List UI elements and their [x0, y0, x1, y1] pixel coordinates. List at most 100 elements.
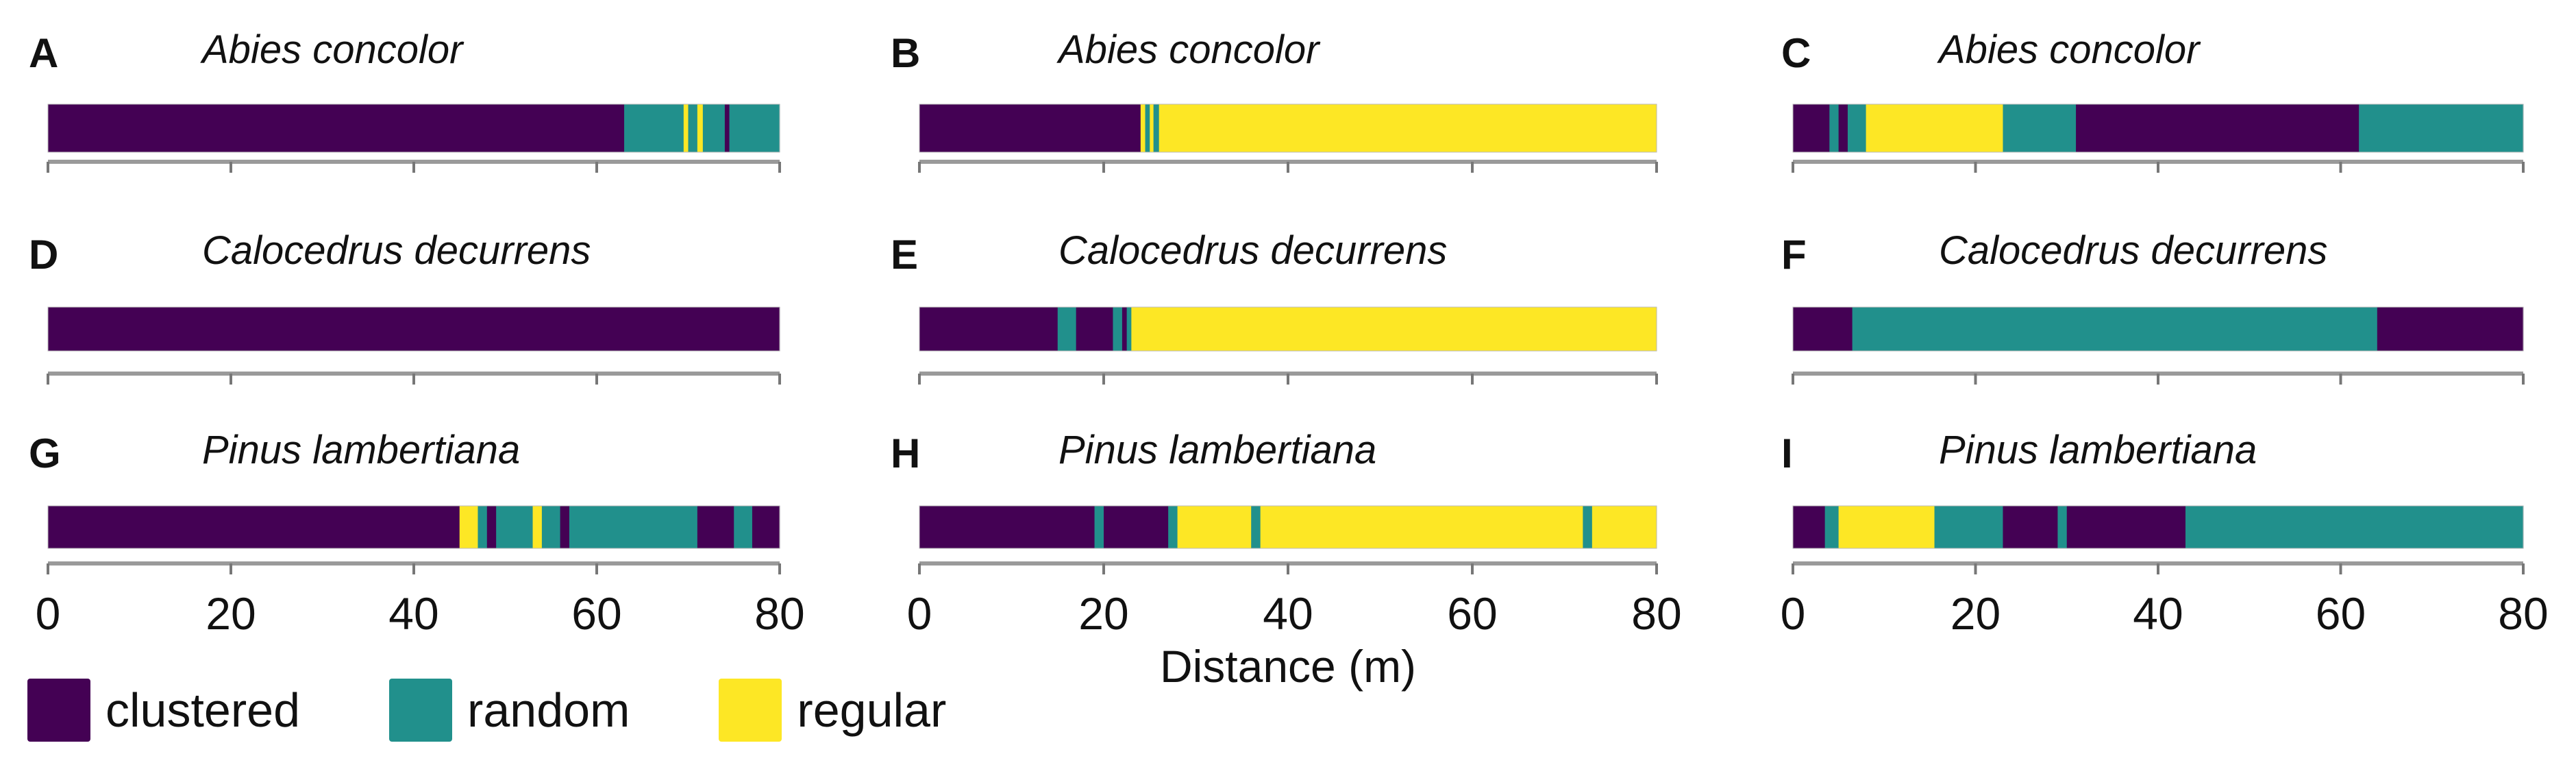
tick-label-g-3: 60	[571, 588, 621, 639]
bar-outline-b	[919, 104, 1657, 153]
bar-segment-a-2	[628, 104, 684, 152]
panel-title-c: Abies concolor	[1937, 27, 2201, 72]
bar-segment-i-5	[2057, 506, 2068, 548]
bar-segment-d-0	[48, 307, 780, 351]
bar-segment-g-3	[486, 506, 497, 548]
tick-label-i-1: 20	[1950, 588, 2001, 639]
panel-label-a: A	[29, 30, 58, 76]
bar-segment-a-0	[48, 104, 625, 152]
bar-segment-i-2	[1838, 506, 1935, 548]
bar-segment-c-4	[1866, 104, 2004, 152]
bar-outline-c	[1792, 104, 2524, 153]
legend-item-regular: regular	[719, 679, 946, 742]
bar-segment-h-0	[919, 506, 1095, 548]
bar-segment-c-3	[1847, 104, 1867, 152]
legend-label-regular: regular	[797, 683, 947, 737]
bar-segment-f-0	[1793, 307, 1853, 351]
legend-swatch-regular	[719, 679, 782, 742]
bar-segment-f-1	[1852, 307, 2378, 351]
bar-segment-c-0	[1793, 104, 1830, 152]
x-axis-label: Distance (m)	[1160, 641, 1416, 692]
bar-segment-b-2	[1145, 104, 1150, 152]
bar-segment-a-4	[688, 104, 698, 152]
bar-segment-g-7	[560, 506, 570, 548]
legend-item-random: random	[389, 679, 630, 742]
legend-label-random: random	[467, 683, 630, 737]
bar-outline-d	[47, 306, 780, 352]
bar-segment-g-5	[532, 506, 543, 548]
legend: clustered random regular	[27, 679, 1035, 742]
tick-label-h-3: 60	[1447, 588, 1497, 639]
legend-swatch-random	[389, 679, 453, 742]
panel-label-e: E	[891, 232, 918, 278]
tick-label-h-4: 80	[1631, 588, 1681, 639]
bar-segment-g-11	[752, 506, 780, 548]
bar-segment-e-5	[1126, 307, 1132, 351]
bar-segment-g-10	[734, 506, 753, 548]
bar-segment-b-1	[1140, 104, 1146, 152]
legend-item-clustered: clustered	[27, 679, 300, 742]
bar-segment-c-7	[2359, 104, 2524, 152]
bar-segment-e-0	[919, 307, 1058, 351]
tick-label-g-2: 40	[388, 588, 438, 639]
bar-segment-e-1	[1057, 307, 1077, 351]
bar-segment-h-7	[1583, 506, 1593, 548]
panel-title-g: Pinus lambertiana	[202, 428, 520, 472]
panel-label-g: G	[29, 430, 61, 476]
panel-label-b: B	[891, 30, 920, 76]
panel-label-h: H	[891, 430, 920, 476]
bar-outline-e	[919, 306, 1657, 352]
tick-label-i-4: 80	[2498, 588, 2548, 639]
bar-segment-e-4	[1122, 307, 1128, 351]
bar-segment-i-4	[2003, 506, 2059, 548]
panel-title-h: Pinus lambertiana	[1058, 428, 1376, 472]
panel-title-b: Abies concolor	[1056, 27, 1321, 72]
bar-segment-a-7	[724, 104, 730, 152]
panel-label-f: F	[1781, 232, 1807, 278]
bar-segment-g-1	[459, 506, 479, 548]
bar-outline-f	[1792, 306, 2524, 352]
bar-segment-g-0	[48, 506, 460, 548]
panel-title-e: Calocedrus decurrens	[1058, 228, 1447, 273]
bar-segment-g-4	[496, 506, 534, 548]
bar-segment-e-3	[1113, 307, 1123, 351]
bar-segment-c-5	[2003, 104, 2077, 152]
bar-segment-f-2	[2377, 307, 2524, 351]
bar-segment-b-5	[1159, 104, 1657, 152]
bar-segment-c-6	[2076, 104, 2360, 152]
bar-segment-h-5	[1251, 506, 1261, 548]
tick-label-i-2: 40	[2133, 588, 2183, 639]
tick-label-h-2: 40	[1263, 588, 1313, 639]
bar-segment-b-3	[1150, 104, 1154, 152]
panel-label-c: C	[1781, 30, 1811, 76]
tick-label-h-1: 20	[1078, 588, 1128, 639]
tick-label-g-1: 20	[206, 588, 256, 639]
panel-title-d: Calocedrus decurrens	[202, 228, 591, 273]
panel-title-f: Calocedrus decurrens	[1939, 228, 2327, 273]
bar-outline-i	[1792, 505, 2524, 549]
bar-segment-h-6	[1260, 506, 1583, 548]
bar-outline-a	[47, 104, 780, 153]
bar-segment-i-0	[1793, 506, 1826, 548]
bar-segment-h-8	[1592, 506, 1657, 548]
bar-segment-g-9	[697, 506, 734, 548]
bar-segment-c-2	[1838, 104, 1848, 152]
bar-segment-h-3	[1168, 506, 1178, 548]
bar-segment-i-7	[2185, 506, 2524, 548]
bar-segment-a-5	[697, 104, 704, 152]
panel-label-d: D	[29, 232, 58, 278]
bar-segment-g-2	[478, 506, 488, 548]
bar-segment-h-2	[1104, 506, 1169, 548]
bar-segment-a-3	[683, 104, 689, 152]
panel-label-i: I	[1781, 430, 1793, 476]
bar-segment-b-0	[919, 104, 1141, 152]
tick-label-g-4: 80	[754, 588, 804, 639]
bar-outline-h	[919, 505, 1657, 549]
bar-segment-g-6	[541, 506, 561, 548]
tick-label-i-0: 0	[1781, 588, 1806, 639]
bar-segment-a-1	[624, 104, 630, 152]
bar-outline-g	[47, 505, 780, 549]
bar-segment-b-4	[1153, 104, 1160, 152]
panel-title-a: Abies concolor	[200, 27, 465, 72]
bar-segment-i-1	[1824, 506, 1840, 548]
